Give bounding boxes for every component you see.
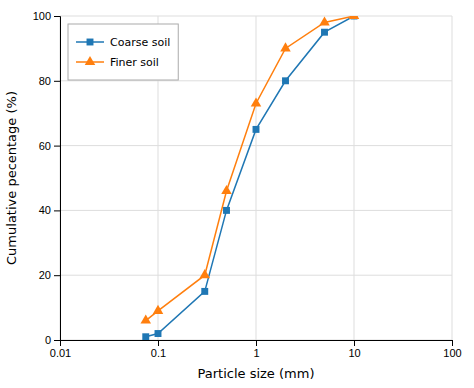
legend-label: Coarse soil	[110, 36, 170, 49]
tick-label: 40	[39, 204, 51, 216]
grid-line-x	[256, 16, 257, 340]
marker	[253, 126, 260, 133]
legend-marker	[85, 56, 96, 65]
legend-box	[68, 24, 178, 80]
tick-label: 0.1	[151, 347, 166, 359]
tick: 0	[45, 334, 60, 346]
tick-label: 100	[33, 10, 51, 22]
tick: 100	[443, 340, 461, 359]
grid-line-y	[60, 210, 452, 211]
tick: 20	[39, 269, 60, 281]
marker	[251, 97, 262, 106]
tick: 40	[39, 204, 60, 216]
tick-label: 100	[443, 347, 461, 359]
tick-mark	[452, 340, 453, 346]
marker	[282, 77, 289, 84]
tick-label: 60	[39, 140, 51, 152]
plot-area: 0.01 0.1 1 10 100 0 20 40 60 80 100 Coarse soil Fine…	[33, 10, 462, 359]
marker	[142, 333, 149, 340]
tick: 60	[39, 140, 60, 152]
marker	[349, 16, 360, 19]
tick: 1	[253, 340, 259, 359]
tick-label: 1	[253, 347, 259, 359]
tick-label: 20	[39, 269, 51, 281]
grid-line-x	[452, 16, 453, 340]
legend-marker	[87, 39, 94, 46]
grid-line-y	[60, 145, 452, 146]
marker	[221, 185, 232, 194]
grid	[60, 16, 452, 340]
marker	[199, 269, 210, 278]
tick: 100	[33, 10, 60, 22]
axis-line	[61, 341, 453, 347]
tick-mark	[256, 340, 257, 346]
tick-mark	[54, 81, 60, 82]
tick-mark	[54, 210, 60, 211]
tick-mark	[158, 340, 159, 346]
marker	[201, 288, 208, 295]
legend: Coarse soil Finer soil	[68, 24, 178, 80]
grid-line-x	[354, 16, 355, 340]
y-axis: 0 20 40 60 80 100	[33, 10, 61, 346]
tick: 0.1	[151, 340, 166, 359]
marker	[155, 330, 162, 337]
x-axis-title: Particle size (mm)	[198, 366, 315, 381]
tick-mark	[54, 275, 60, 276]
marker	[321, 29, 328, 36]
x-axis: 0.01 0.1 1 10 100	[50, 340, 462, 359]
marker	[223, 207, 230, 214]
tick: 10	[348, 340, 360, 359]
legend-item: Coarse soil	[76, 36, 170, 49]
tick-mark	[54, 16, 60, 17]
tick-label: 0.01	[50, 347, 71, 359]
legend-item: Finer soil	[76, 56, 159, 69]
grid-line-y	[60, 275, 452, 276]
tick-label: 10	[348, 347, 360, 359]
y-axis-title: Cumulative pecentage (%)	[4, 91, 19, 265]
marker	[280, 42, 291, 51]
marker	[140, 314, 151, 323]
tick-label: 80	[39, 75, 51, 87]
axis-line	[54, 17, 61, 341]
tick-mark	[54, 146, 60, 147]
tick-mark	[54, 340, 60, 341]
grid-line-y	[60, 16, 452, 17]
tick: 80	[39, 75, 60, 87]
chart: 0.01 0.1 1 10 100 0 20 40 60 80 100 Coarse soil Fine…	[0, 0, 474, 388]
legend-label: Finer soil	[110, 56, 159, 69]
marker	[153, 305, 164, 314]
tick-label: 0	[45, 334, 51, 346]
tick-mark	[354, 340, 355, 346]
marker	[319, 16, 330, 25]
tick: 0.01	[50, 340, 71, 359]
